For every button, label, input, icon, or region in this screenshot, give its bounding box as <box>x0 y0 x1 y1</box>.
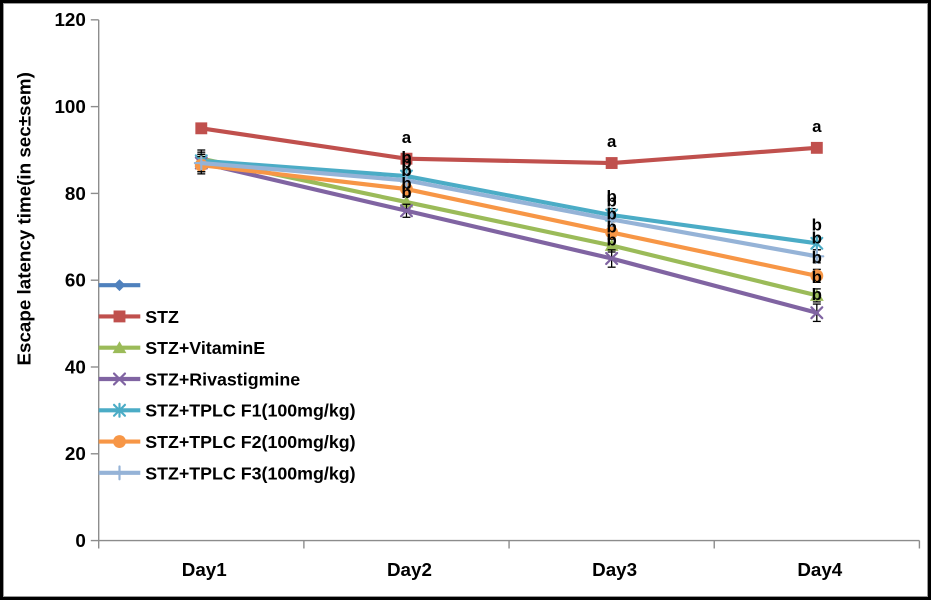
y-tick-label: 0 <box>75 530 85 551</box>
y-tick-label: 100 <box>54 96 85 117</box>
series-line <box>199 163 819 278</box>
legend-label: STZ+Rivastigmine <box>145 369 300 389</box>
legend-item: STZ+TPLC F3(100mg/kg) <box>98 463 356 483</box>
circle-marker <box>605 226 619 239</box>
legend-label: STZ+TPLC F2(100mg/kg) <box>145 432 355 452</box>
significance-letter: b <box>401 174 411 193</box>
square-marker <box>400 152 413 165</box>
circle-marker <box>810 269 824 283</box>
significance-letter: b <box>607 205 617 224</box>
triangle-marker <box>112 341 127 354</box>
y-tick-label: 80 <box>65 183 86 204</box>
significance-letter: a <box>402 128 412 147</box>
square-marker <box>810 141 823 154</box>
significance-letter: b <box>607 187 617 206</box>
square-marker <box>605 157 618 169</box>
legend-label: STZ+TPLC F1(100mg/kg) <box>145 401 355 421</box>
escape-latency-line-chart: Escape latency time(in sec±sem) 0 20 40 60 8… <box>13 9 921 580</box>
x-category-label: Day3 <box>592 559 637 580</box>
square-marker <box>195 122 208 135</box>
legend-item: STZ+TPLC F1(100mg/kg) <box>98 401 356 421</box>
significance-letter: b <box>812 228 822 247</box>
significance-letter: b <box>812 215 822 234</box>
significance-letter: b <box>401 153 411 172</box>
significance-letter: a <box>607 132 617 151</box>
significance-letter: b <box>607 218 617 237</box>
x-marker <box>112 372 127 386</box>
significance-letter: a <box>812 117 822 136</box>
legend-label: STZ+TPLC F3(100mg/kg) <box>145 463 355 483</box>
triangle-marker <box>809 288 824 301</box>
x-marker <box>605 251 619 266</box>
y-tick-label: 20 <box>65 443 86 464</box>
series-line <box>199 156 819 298</box>
series-line <box>199 158 819 246</box>
legend-item: STZ+TPLC F2(100mg/kg) <box>98 432 356 452</box>
significance-letter: b <box>607 231 617 250</box>
legend-item: STZ <box>98 307 179 327</box>
series-line <box>199 160 819 259</box>
series-line <box>199 126 819 166</box>
significance-letter: b <box>812 248 822 267</box>
y-tick-label: 120 <box>54 9 85 30</box>
plot-area: 0 20 40 60 80 100 120 Day1 Day2 Day3 Day4 STZ STZ+Vi… <box>54 9 921 580</box>
legend-label: STZ+VitaminE <box>145 338 265 358</box>
y-tick-label: 40 <box>65 356 86 377</box>
x-marker <box>399 204 414 218</box>
legend-label: STZ <box>145 307 179 327</box>
series-line <box>199 160 819 315</box>
legend-item: STZ+Rivastigmine <box>98 369 300 389</box>
y-tick-label: 60 <box>65 270 86 291</box>
significance-letter: b <box>607 192 617 211</box>
x-category-label: Day2 <box>387 559 432 580</box>
significance-letter: b <box>401 161 411 180</box>
triangle-marker <box>604 239 619 251</box>
square-marker <box>113 310 126 323</box>
legend-item: STZ+VitaminE <box>98 338 265 358</box>
significance-letter: b <box>401 148 411 167</box>
significance-letter: b <box>812 285 822 304</box>
significance-letter: b <box>401 183 411 202</box>
circle-marker <box>400 182 413 196</box>
y-axis-title: Escape latency time(in sec±sem) <box>13 72 34 365</box>
legend-item <box>98 279 141 292</box>
x-category-label: Day1 <box>182 559 227 580</box>
x-category-label: Day4 <box>797 559 842 580</box>
circle-marker <box>113 435 126 449</box>
diamond-marker <box>113 279 126 292</box>
x-marker <box>810 306 824 320</box>
significance-letter: b <box>812 268 822 287</box>
